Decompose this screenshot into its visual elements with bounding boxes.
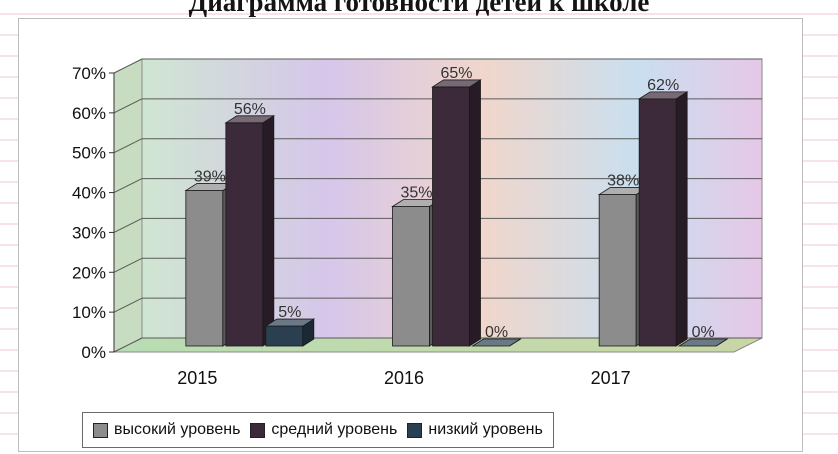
gridline — [113, 98, 143, 114]
data-label: 56% — [234, 101, 266, 118]
gridline — [113, 178, 143, 194]
y-tick-label: 30% — [72, 223, 106, 242]
data-label: 5% — [278, 304, 301, 321]
gridline — [113, 297, 143, 313]
side-wall — [113, 58, 143, 353]
data-label: 62% — [647, 77, 679, 94]
chart-title: Диаграмма готовности детей к школе — [188, 0, 650, 17]
legend-swatch — [250, 422, 266, 438]
bar — [637, 91, 689, 347]
y-tick-label: 20% — [72, 263, 106, 282]
legend-swatch — [93, 422, 108, 438]
data-label: 38% — [607, 173, 639, 190]
gridline — [113, 58, 143, 74]
x-tick-label: 2017 — [591, 368, 631, 388]
y-tick-label: 70% — [72, 64, 106, 83]
legend-label: средний уровень — [271, 421, 398, 438]
data-label: 39% — [194, 169, 226, 186]
gridline — [113, 337, 143, 353]
y-tick-label: 40% — [72, 184, 106, 203]
bar — [431, 79, 482, 347]
legend: высокий уровень средний уровень низкий уро… — [82, 412, 554, 448]
x-tick-label: 2016 — [384, 368, 424, 388]
legend-label: высокий уровень — [114, 421, 241, 438]
legend-item: средний уровень — [250, 421, 397, 439]
data-label: 0% — [692, 324, 715, 341]
data-label: 35% — [400, 185, 432, 202]
data-label: 65% — [440, 65, 472, 82]
bar — [471, 338, 522, 347]
gridline — [113, 217, 143, 233]
gridline — [113, 257, 143, 273]
x-tick-label: 2015 — [177, 368, 217, 388]
legend-swatch — [407, 422, 423, 438]
bar — [224, 115, 276, 347]
y-tick-label: 0% — [81, 343, 106, 362]
bar — [677, 338, 729, 347]
chart-frame: 0% 10% 20% 30% 40% 50% 60% 70% 39% 56% 5% 2015 35% 65… — [18, 18, 803, 452]
bar — [264, 318, 316, 347]
y-tick-label: 10% — [72, 303, 106, 322]
legend-label: низкий уровень — [428, 421, 543, 438]
gridline — [113, 138, 143, 154]
data-label: 0% — [485, 324, 508, 341]
y-tick-label: 60% — [72, 104, 106, 123]
legend-item: высокий уровень — [93, 421, 240, 439]
chart-plot: 0% 10% 20% 30% 40% 50% 60% 70% 39% 56% 5% 2015 35% 65… — [72, 58, 763, 388]
legend-item: низкий уровень — [407, 421, 543, 439]
y-tick-label: 50% — [72, 144, 106, 163]
